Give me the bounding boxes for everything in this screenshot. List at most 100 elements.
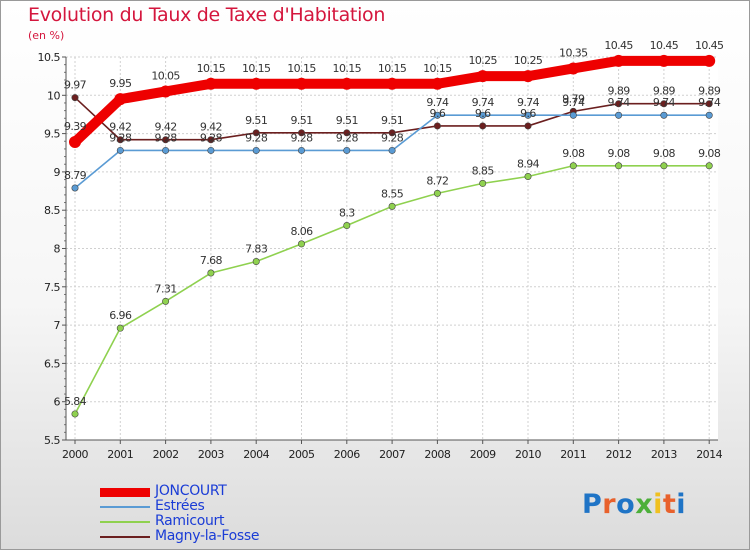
data-point-estrees xyxy=(569,111,577,119)
data-point-estrees xyxy=(388,146,396,154)
legend-swatch xyxy=(100,521,150,523)
data-label-ramicourt: 9.08 xyxy=(562,147,585,160)
data-point-magny-la-fosse xyxy=(116,136,124,144)
data-point-joncourt xyxy=(703,54,716,67)
data-label-joncourt: 10.15 xyxy=(378,62,407,75)
data-label-magny-la-fosse: 9.6 xyxy=(520,107,536,120)
data-label-joncourt: 10.15 xyxy=(242,62,271,75)
x-tick-label: 2012 xyxy=(606,448,632,461)
data-label-estrees: 9.28 xyxy=(200,131,223,144)
data-label-ramicourt: 6.96 xyxy=(109,309,132,322)
data-label-magny-la-fosse: 9.89 xyxy=(653,85,676,98)
x-tick-label: 2010 xyxy=(515,448,541,461)
data-label-magny-la-fosse: 9.51 xyxy=(336,114,358,127)
data-point-joncourt xyxy=(295,77,308,90)
data-point-magny-la-fosse xyxy=(71,94,79,102)
data-label-estrees: 9.74 xyxy=(426,96,449,109)
x-tick-label: 2014 xyxy=(696,448,722,461)
data-point-estrees xyxy=(116,146,124,154)
data-label-ramicourt: 8.55 xyxy=(381,187,404,200)
x-tick-label: 2007 xyxy=(379,448,405,461)
data-label-ramicourt: 9.08 xyxy=(608,147,631,160)
logo-letter: r xyxy=(602,489,617,520)
data-point-ramicourt xyxy=(71,410,79,418)
data-point-joncourt xyxy=(386,77,399,90)
data-label-estrees: 9.74 xyxy=(653,96,676,109)
data-label-magny-la-fosse: 9.79 xyxy=(562,92,585,105)
x-tick-label: 2002 xyxy=(153,448,179,461)
data-point-magny-la-fosse xyxy=(479,122,487,130)
x-tick-label: 2001 xyxy=(107,448,133,461)
data-point-estrees xyxy=(297,146,305,154)
data-label-estrees: 9.28 xyxy=(290,131,313,144)
data-label-ramicourt: 8.94 xyxy=(517,157,540,170)
chart-axes: 5.5 6 6.5 7 7.5 8 8.5 9 9.5 10 10.5 2000 2001 2002 200… xyxy=(38,51,724,461)
data-point-estrees xyxy=(162,146,170,154)
data-label-magny-la-fosse: 9.89 xyxy=(698,85,721,98)
y-tick-label: 6 xyxy=(54,396,61,409)
data-point-joncourt xyxy=(250,77,263,90)
data-point-ramicourt xyxy=(207,269,215,277)
data-label-joncourt: 10.15 xyxy=(423,62,452,75)
data-point-joncourt xyxy=(476,70,489,83)
data-point-joncourt xyxy=(114,93,127,106)
data-point-joncourt xyxy=(657,54,670,67)
y-tick-label: 7.5 xyxy=(44,281,60,294)
data-label-joncourt: 10.45 xyxy=(604,39,633,52)
data-point-estrees xyxy=(343,146,351,154)
data-label-joncourt: 10.45 xyxy=(650,39,679,52)
data-point-ramicourt xyxy=(433,189,441,197)
x-tick-label: 2006 xyxy=(334,448,360,461)
data-point-magny-la-fosse xyxy=(660,100,668,108)
chart-series xyxy=(69,54,716,418)
logo-letter: i xyxy=(653,489,663,520)
logo-letter: i xyxy=(676,489,687,520)
data-label-magny-la-fosse: 9.51 xyxy=(381,114,403,127)
x-tick-label: 2000 xyxy=(62,448,88,461)
data-point-magny-la-fosse xyxy=(252,129,260,137)
data-label-estrees: 9.28 xyxy=(155,131,178,144)
y-tick-label: 9 xyxy=(54,166,61,179)
data-label-ramicourt: 7.68 xyxy=(200,254,223,267)
data-label-ramicourt: 8.3 xyxy=(339,207,355,220)
y-tick-label: 8 xyxy=(54,243,61,256)
data-label-joncourt: 10.15 xyxy=(197,62,226,75)
legend-label: Estrées xyxy=(155,498,205,514)
chart-data-labels: 9.979.42 9.42 9.429.51 9.51 9.51 9.519.6 9.6 9.… xyxy=(64,39,725,408)
data-label-magny-la-fosse: 9.42 xyxy=(155,121,177,134)
data-point-ramicourt xyxy=(297,240,305,248)
data-label-ramicourt: 5.84 xyxy=(64,395,87,408)
data-label-magny-la-fosse: 9.51 xyxy=(245,114,267,127)
data-point-estrees xyxy=(252,146,260,154)
data-label-ramicourt: 8.85 xyxy=(472,164,495,177)
logo-letter: x xyxy=(635,489,654,520)
data-point-magny-la-fosse xyxy=(207,136,215,144)
legend-label: Ramicourt xyxy=(155,513,225,529)
data-label-magny-la-fosse: 9.42 xyxy=(200,121,222,134)
data-label-estrees: 9.28 xyxy=(336,131,359,144)
data-point-joncourt xyxy=(567,62,580,75)
data-label-estrees: 9.74 xyxy=(698,96,721,109)
data-label-magny-la-fosse: 9.51 xyxy=(290,114,312,127)
data-point-estrees xyxy=(207,146,215,154)
x-tick-label: 2005 xyxy=(289,448,315,461)
legend-swatch xyxy=(100,487,150,497)
data-label-estrees: 9.28 xyxy=(109,131,132,144)
data-point-estrees xyxy=(705,111,713,119)
data-label-joncourt: 9.95 xyxy=(109,77,132,90)
logo-letter: P xyxy=(582,489,603,520)
data-point-ramicourt xyxy=(705,162,713,170)
data-label-joncourt: 10.25 xyxy=(514,54,543,67)
data-label-estrees: 8.79 xyxy=(64,169,87,182)
y-tick-label: 8.5 xyxy=(44,204,60,217)
data-point-ramicourt xyxy=(388,202,396,210)
data-label-magny-la-fosse: 9.6 xyxy=(475,107,491,120)
data-point-ramicourt xyxy=(343,222,351,230)
legend-label: JONCOURT xyxy=(155,483,227,499)
data-point-magny-la-fosse xyxy=(388,129,396,137)
x-tick-label: 2011 xyxy=(560,448,586,461)
y-tick-label: 9.5 xyxy=(44,128,60,141)
data-label-ramicourt: 8.72 xyxy=(426,174,448,187)
data-point-joncourt xyxy=(431,77,444,90)
